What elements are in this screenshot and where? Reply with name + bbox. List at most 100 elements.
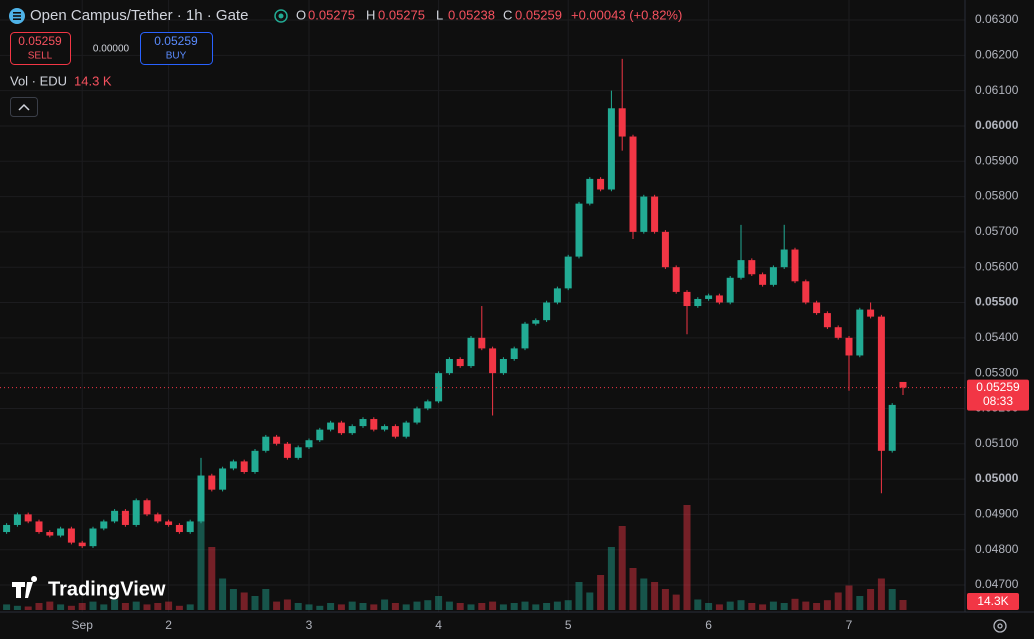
volume-bar bbox=[89, 601, 97, 610]
candle-body bbox=[240, 461, 248, 472]
candle-body bbox=[802, 281, 810, 303]
volume-legend: Vol · EDU bbox=[10, 73, 67, 88]
y-tick-label: 0.04900 bbox=[975, 507, 1019, 521]
candle-body bbox=[186, 521, 194, 533]
candle-body bbox=[413, 408, 421, 423]
candle-body bbox=[78, 542, 86, 547]
candle-body bbox=[597, 178, 605, 190]
candle-body bbox=[251, 450, 259, 472]
settings-icon[interactable] bbox=[993, 619, 1007, 633]
volume-bar bbox=[229, 589, 237, 610]
volume-tag-value: 14.3K bbox=[977, 594, 1008, 608]
volume-bar bbox=[640, 578, 648, 610]
volume-bar bbox=[186, 604, 194, 610]
volume-bar bbox=[888, 589, 896, 610]
candle-body bbox=[348, 426, 356, 434]
y-tick-label: 0.05400 bbox=[975, 330, 1019, 344]
volume-bar bbox=[424, 600, 432, 610]
candle-body bbox=[564, 256, 572, 289]
volume-bar bbox=[867, 589, 875, 610]
buy-button[interactable] bbox=[140, 32, 213, 65]
volume-bar bbox=[672, 594, 680, 610]
price-tag bbox=[967, 379, 1029, 411]
candle-body bbox=[219, 468, 227, 490]
candle-body bbox=[143, 500, 151, 515]
volume-bar bbox=[219, 578, 227, 610]
candle-body bbox=[715, 295, 723, 303]
volume-bar bbox=[57, 604, 65, 610]
symbol-icon-line bbox=[13, 18, 21, 20]
candle-body bbox=[586, 178, 594, 204]
volume-bar bbox=[629, 568, 637, 610]
volume-bar bbox=[175, 605, 183, 610]
x-tick-label: 2 bbox=[165, 618, 172, 632]
candle-body bbox=[391, 426, 399, 437]
candle-body bbox=[575, 203, 583, 257]
y-tick-label: 0.06100 bbox=[975, 83, 1019, 97]
candle-body bbox=[813, 302, 821, 314]
y-tick-label: 0.05600 bbox=[975, 259, 1019, 273]
volume-bar bbox=[435, 596, 443, 610]
volume-legend-value: 14.3 K bbox=[74, 73, 112, 88]
candle-body bbox=[294, 447, 302, 458]
x-tick-label: Sep bbox=[72, 618, 94, 632]
candle-body bbox=[489, 348, 497, 374]
y-tick-label: 0.05700 bbox=[975, 224, 1019, 238]
volume-bar bbox=[132, 601, 140, 610]
sell-price: 0.05259 bbox=[18, 34, 62, 48]
brand-logo bbox=[12, 576, 38, 598]
volume-bar bbox=[316, 605, 324, 610]
chart-title[interactable]: Open Campus/Tether · 1h · Gate bbox=[30, 7, 248, 24]
y-tick-label: 0.04700 bbox=[975, 577, 1019, 591]
volume-bar bbox=[273, 601, 281, 610]
candle-body bbox=[467, 337, 475, 367]
y-tick-label: 0.05800 bbox=[975, 189, 1019, 203]
candle-body bbox=[175, 524, 183, 533]
volume-bar bbox=[543, 603, 551, 610]
volume-bar bbox=[586, 592, 594, 610]
y-tick-label: 0.04800 bbox=[975, 542, 1019, 556]
volume-bar bbox=[705, 603, 713, 610]
candle-body bbox=[121, 510, 129, 525]
candle-body bbox=[316, 429, 324, 441]
candle-body bbox=[899, 381, 907, 388]
y-tick-label: 0.05300 bbox=[975, 365, 1019, 379]
volume-bar bbox=[294, 603, 302, 610]
y-tick-label: 0.05100 bbox=[975, 436, 1019, 450]
volume-bar bbox=[197, 512, 205, 610]
candle-body bbox=[327, 422, 335, 430]
volume-bar bbox=[327, 603, 335, 610]
caret-icon bbox=[18, 103, 30, 111]
volume-bar bbox=[813, 603, 821, 610]
sell-button[interactable] bbox=[10, 32, 71, 65]
volume-bar bbox=[121, 603, 129, 610]
candle-body bbox=[35, 521, 43, 533]
volume-bar bbox=[13, 605, 21, 610]
volume-bar bbox=[381, 599, 389, 610]
candle-body bbox=[618, 108, 626, 137]
volume-bar bbox=[283, 599, 291, 610]
candle-body bbox=[823, 313, 831, 328]
volume-bar bbox=[834, 592, 842, 610]
volume-bar bbox=[607, 547, 615, 610]
candle-body bbox=[154, 514, 162, 522]
candle-body bbox=[13, 514, 21, 525]
volume-bar bbox=[899, 599, 907, 610]
volume-bar bbox=[564, 600, 572, 610]
volume-bar bbox=[3, 604, 11, 610]
volume-bar bbox=[651, 582, 659, 610]
buy-label: BUY bbox=[166, 51, 187, 62]
volume-bar bbox=[305, 604, 313, 610]
volume-bar bbox=[359, 603, 367, 610]
volume-bar bbox=[661, 589, 669, 610]
volume-bar bbox=[456, 603, 464, 610]
volume-bar bbox=[780, 603, 788, 610]
candle-body bbox=[100, 521, 108, 529]
volume-tag bbox=[967, 593, 1019, 610]
collapse-button[interactable] bbox=[10, 97, 38, 117]
candle-body bbox=[877, 316, 885, 451]
volume-bar bbox=[510, 603, 518, 610]
volume-bar bbox=[413, 601, 421, 610]
